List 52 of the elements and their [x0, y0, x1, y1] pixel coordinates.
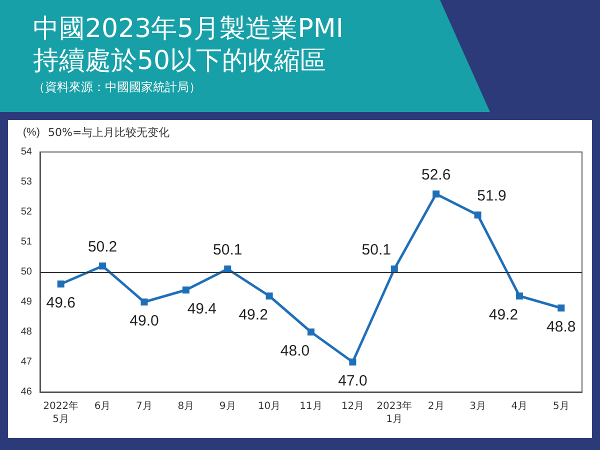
data-label: 49.6 [46, 294, 76, 312]
x-tick-label: 4月 [511, 401, 528, 412]
y-tick-label: 47 [20, 356, 32, 368]
data-label: 50.2 [88, 238, 118, 256]
x-tick-label: 2023年 1月 [376, 400, 412, 425]
data-label: 52.6 [421, 166, 451, 184]
y-tick-label: 51 [20, 236, 32, 248]
chart-title: 中國2023年5月製造業PMI 持續處於50以下的收縮區 [33, 14, 344, 76]
x-tick-label: 7月 [136, 401, 152, 412]
x-tick-label: 8月 [178, 401, 194, 412]
data-label: 49.2 [488, 306, 518, 324]
chart-subtitle: （資料來源：中國國家統計局） [33, 80, 201, 94]
point [474, 212, 482, 218]
point [432, 190, 440, 198]
y-tick-label: 49 [20, 296, 32, 308]
x-tick-label: 5月 [552, 401, 570, 412]
x-tick-label: 2022年 5月 [43, 400, 79, 425]
point [390, 266, 398, 272]
x-tick-label: 3月 [470, 401, 486, 412]
y-tick-label: 50 [20, 266, 32, 278]
x-tick-label: 9月 [219, 401, 236, 412]
y-tick-label: 54 [20, 146, 32, 158]
data-label: 49.2 [238, 306, 268, 324]
point [57, 280, 64, 288]
x-tick-label: 2月 [428, 401, 444, 412]
x-tick-label: 10月 [258, 401, 281, 412]
y-tick-label: 46 [20, 386, 32, 398]
x-tick-label: 11月 [300, 401, 322, 412]
point [558, 304, 565, 312]
point [182, 286, 190, 294]
x-tick-label: 12月 [341, 401, 364, 412]
data-label: 47.0 [338, 372, 368, 390]
x-tick-label: 6月 [94, 401, 111, 412]
data-label: 49.0 [130, 312, 159, 330]
data-label: 48.0 [280, 342, 310, 360]
data-label: 48.8 [546, 318, 576, 336]
data-label: 50.1 [362, 242, 391, 258]
point [516, 292, 523, 300]
point [266, 292, 273, 300]
data-label: 51.9 [477, 188, 506, 204]
text: 50%=与上月比较无变化 [48, 126, 170, 139]
point [140, 298, 148, 306]
point [349, 358, 356, 366]
point [224, 266, 232, 272]
y-tick-label: 52 [20, 206, 32, 218]
y-tick-label: 53 [20, 176, 32, 188]
data-label: 50.1 [213, 242, 242, 258]
y-axis-title: (%) [22, 126, 40, 138]
data-label: 49.4 [187, 300, 217, 318]
y-tick-label: 48 [20, 326, 32, 338]
point [308, 328, 314, 336]
point [99, 262, 106, 270]
